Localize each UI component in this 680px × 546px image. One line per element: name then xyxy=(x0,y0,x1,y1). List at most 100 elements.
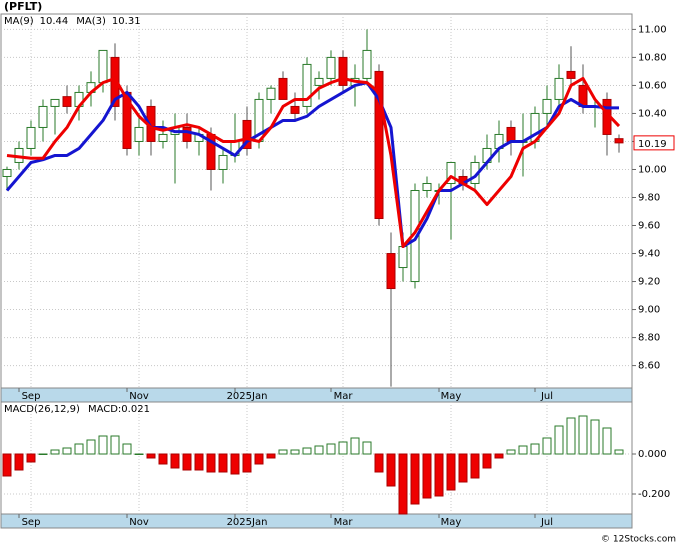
y-tick-label: -0.200 xyxy=(638,489,670,500)
legend-value: 10.44 xyxy=(40,16,69,27)
legend-name: MA(9) xyxy=(4,16,34,27)
macd-bar xyxy=(110,435,120,455)
y-tick-label: 9.80 xyxy=(638,192,660,203)
y-tick-label: 10.60 xyxy=(638,80,667,91)
candle-body xyxy=(314,77,324,86)
macd-bar xyxy=(338,441,348,455)
x-tick-label: Nov xyxy=(129,391,149,402)
footer: © 12Stocks.com xyxy=(601,535,676,545)
y-tick-label: 8.60 xyxy=(638,361,660,372)
plot-area xyxy=(0,401,633,515)
x-tick-label: May xyxy=(441,517,462,528)
macd-bar xyxy=(422,453,432,499)
macd-bar xyxy=(326,443,336,455)
macd-bar xyxy=(182,453,192,471)
candle-body xyxy=(62,96,72,107)
plot-area xyxy=(0,13,633,389)
x-tick-label: Jul xyxy=(540,391,553,402)
candle-body xyxy=(2,168,12,177)
macd-bar xyxy=(278,449,288,455)
macd-bar xyxy=(254,453,264,465)
macd-bar xyxy=(470,453,480,479)
y-tick-label: 10.80 xyxy=(638,52,667,63)
macd-bar xyxy=(38,453,48,455)
legend-value: MACD:0.021 xyxy=(88,404,150,415)
macd-bar xyxy=(494,453,504,459)
macd-bar xyxy=(302,447,312,455)
x-tick-label: Sep xyxy=(22,517,41,528)
macd-bar xyxy=(554,425,564,455)
macd-bar xyxy=(2,453,12,477)
legend-name: MA(3) xyxy=(76,16,106,27)
candle-body xyxy=(278,77,288,100)
macd-bar xyxy=(218,453,228,473)
macd-bar xyxy=(542,437,552,455)
candle-body xyxy=(182,126,192,142)
x-tick-label: May xyxy=(441,391,462,402)
x-axis-band xyxy=(0,387,633,403)
x-tick-label: Nov xyxy=(129,517,149,528)
last-price-label: 10.19 xyxy=(638,139,667,150)
candle-body xyxy=(614,138,624,144)
ma-line xyxy=(5,81,619,249)
candle-body xyxy=(374,70,384,220)
legend-name: MACD(26,12,9) xyxy=(4,404,80,415)
candle-body xyxy=(446,161,456,184)
candle-body xyxy=(386,253,396,290)
candle-body xyxy=(326,56,336,79)
macd-bar xyxy=(386,453,396,487)
y-tick-label: 9.20 xyxy=(638,277,660,288)
macd-bar xyxy=(74,443,84,455)
macd-bar xyxy=(170,453,180,469)
candle-body xyxy=(134,126,144,142)
x-tick-label: 2025Jan xyxy=(227,391,268,402)
macd-bar xyxy=(398,453,408,515)
y-tick-label: 0.000 xyxy=(638,449,667,460)
x-tick-label: Jul xyxy=(540,517,553,528)
macd-bar xyxy=(62,447,72,455)
macd-bar xyxy=(122,443,132,455)
candle-body xyxy=(158,133,168,142)
y-tick-label: 11.00 xyxy=(638,24,667,35)
ma-line xyxy=(6,76,621,249)
legend-value: 10.31 xyxy=(112,16,141,27)
x-axis-band xyxy=(0,513,633,529)
macd-bar xyxy=(362,441,372,455)
macd-bar xyxy=(158,453,168,465)
candle-body xyxy=(110,56,120,107)
candle-body xyxy=(50,98,60,107)
x-tick-label: 2025Jan xyxy=(227,517,268,528)
macd-bar xyxy=(230,453,240,475)
macd-bar xyxy=(290,449,300,455)
macd-bar xyxy=(458,453,468,483)
macd-bar xyxy=(602,427,612,455)
candle-body xyxy=(362,49,372,79)
candle-body xyxy=(38,105,48,128)
macd-bar xyxy=(506,449,516,455)
x-tick-label: Mar xyxy=(334,517,354,528)
candle-body xyxy=(422,182,432,191)
candle-body xyxy=(242,119,252,149)
last-price-box xyxy=(633,135,675,151)
candle-body xyxy=(290,105,300,114)
macd-bar xyxy=(446,453,456,491)
candle-body xyxy=(542,98,552,114)
macd-bar xyxy=(242,453,252,473)
y-tick-label: 10.40 xyxy=(638,108,667,119)
macd-bar xyxy=(26,453,36,463)
macd-bar xyxy=(50,449,60,455)
y-tick-label: 8.80 xyxy=(638,333,660,344)
macd-bar xyxy=(206,453,216,473)
macd-bar xyxy=(134,453,144,455)
y-tick-label: 9.60 xyxy=(638,221,660,232)
macd-bar xyxy=(482,453,492,469)
y-tick-label: 10.00 xyxy=(638,164,667,175)
candle-body xyxy=(566,70,576,79)
y-tick-label: 9.40 xyxy=(638,249,660,260)
candle-body xyxy=(338,56,348,86)
macd-bar xyxy=(374,453,384,473)
macd-bar xyxy=(266,453,276,459)
x-tick-label: Sep xyxy=(22,391,41,402)
candle-body xyxy=(506,126,516,142)
